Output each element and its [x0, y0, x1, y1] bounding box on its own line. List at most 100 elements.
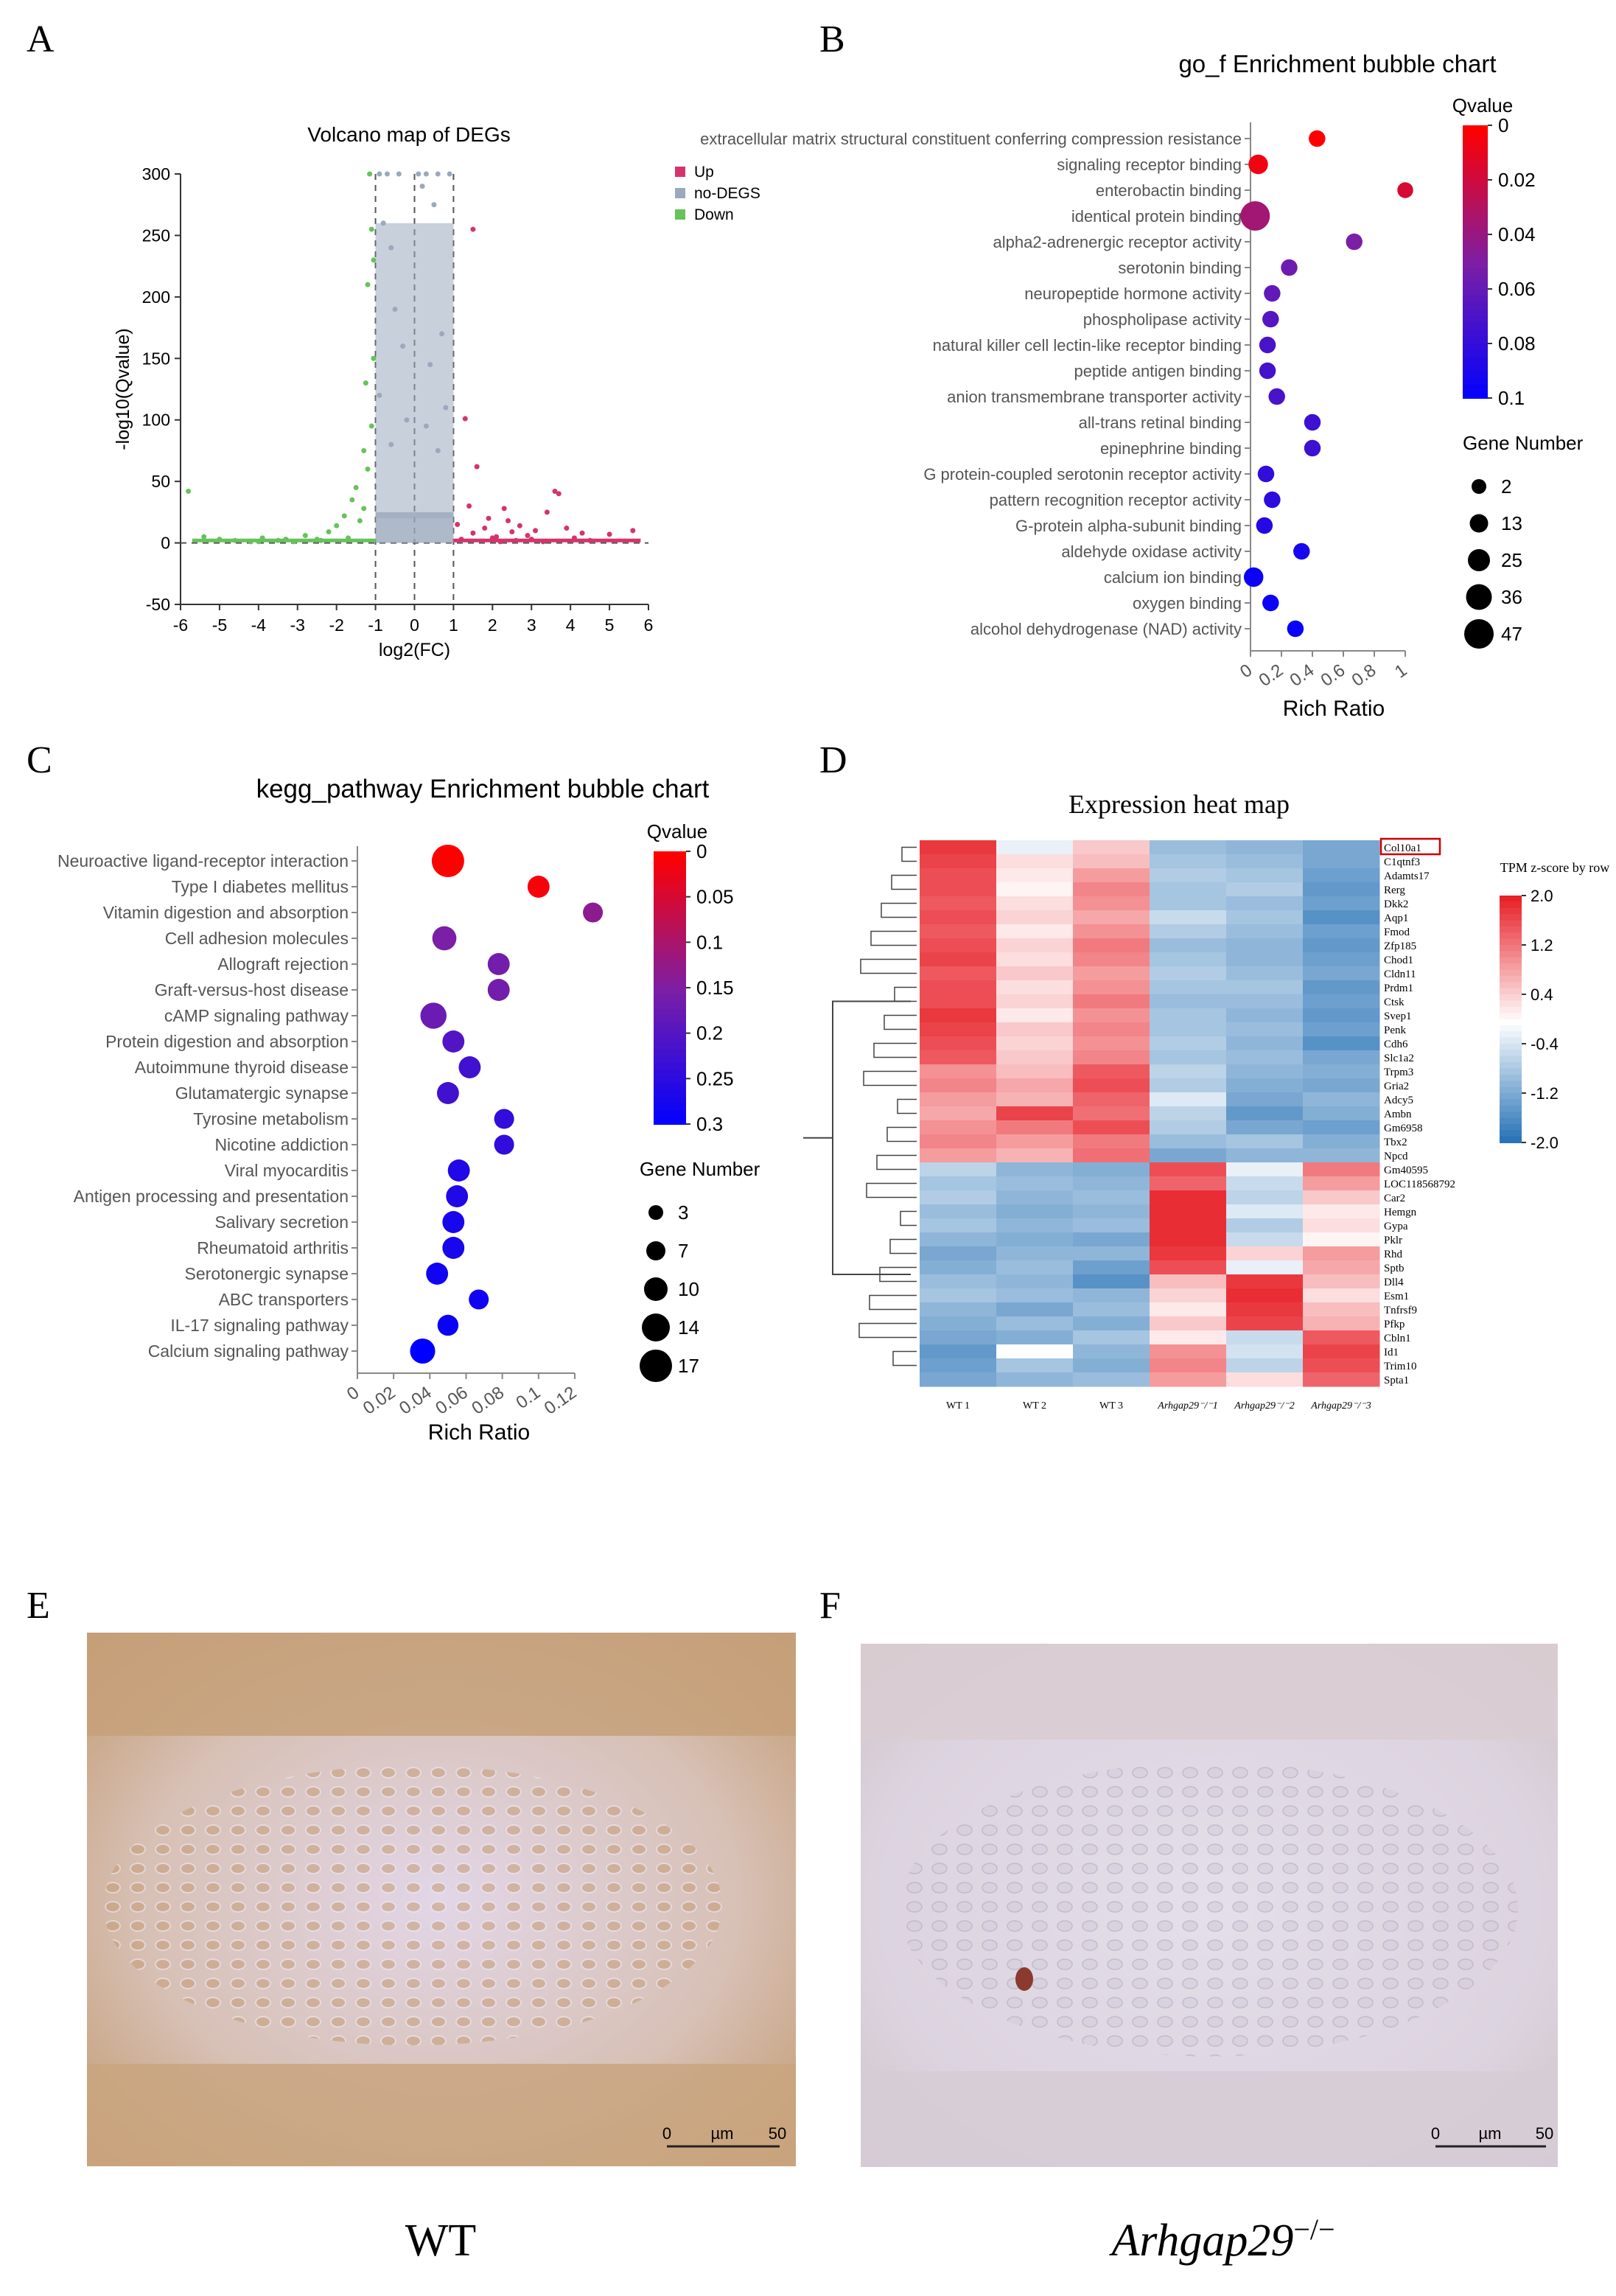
bubble: [487, 979, 510, 1001]
heatmap-cell: [1150, 1246, 1227, 1261]
colorbar-segment: [1463, 125, 1488, 133]
heatmap-cell: [1303, 1036, 1380, 1051]
heatmap-cell: [1226, 1064, 1304, 1079]
heatmap-cell: [996, 1050, 1074, 1065]
heatmap-cell: [996, 1288, 1074, 1303]
size-legend-bubble: [642, 1313, 670, 1341]
heatmap-cell: [996, 938, 1074, 953]
colorbar-segment: [654, 851, 686, 859]
colorbar-tick-label: 0.04: [1498, 223, 1536, 245]
dendrogram-leaf: [876, 1154, 917, 1170]
heatmap-cell: [1303, 1316, 1380, 1331]
heatmap-cell: [1303, 1372, 1380, 1387]
heatmap-cell: [1226, 868, 1304, 883]
colorbar-title: Qvalue: [1452, 94, 1513, 116]
bubble: [431, 845, 464, 877]
bubble: [494, 1134, 514, 1155]
colorbar-segment: [654, 1055, 686, 1064]
volcano-point-up: [462, 416, 468, 422]
size-legend-label: 7: [678, 1240, 688, 1262]
colorbar-title: Qvalue: [647, 820, 707, 842]
colorbar-segment: [1463, 234, 1488, 242]
row-label: Rhd: [1384, 1249, 1403, 1260]
colorbar-tick-label: 0.25: [696, 1067, 734, 1089]
heatmap-cell: [996, 1022, 1074, 1037]
heatmap-cell: [1226, 882, 1304, 897]
category-label: Vitamin digestion and absorption: [103, 903, 349, 922]
scale-bar-unit: µm: [1478, 2124, 1501, 2143]
bubble: [1256, 517, 1273, 534]
micrograph-ko: 0 µm 50: [861, 1644, 1558, 2167]
colorbar-segment: [1500, 1055, 1522, 1064]
row-label: Sptb: [1384, 1263, 1405, 1274]
heatmap-cell: [1073, 994, 1150, 1009]
volcano-point-no-degs: [435, 447, 441, 453]
volcano-point-up: [606, 531, 612, 537]
heatmap-cell: [996, 1246, 1074, 1261]
heatmap-cell: [1150, 1232, 1227, 1247]
caption-ko-gene: Arhgap29: [1108, 2216, 1293, 2266]
heatmap-cell: [1073, 868, 1150, 883]
column-label: Arhgap29⁻/⁻3: [1310, 1400, 1371, 1412]
colorbar-tick-label: 0.4: [1531, 985, 1553, 1004]
heatmap-cell: [1226, 1302, 1304, 1317]
heatmap-cell: [920, 980, 997, 995]
heatmap-cell: [1073, 840, 1150, 855]
heatmap-cell: [1073, 1274, 1150, 1289]
size-legend-title: Gene Number: [1463, 432, 1584, 454]
heatmap-cell: [996, 952, 1074, 967]
colorbar-tick-label: 0.02: [1498, 169, 1536, 191]
ko-perichondrium-bottom: [861, 2071, 1558, 2167]
heatmap-cell: [920, 1288, 997, 1303]
column-label: WT 1: [946, 1400, 970, 1412]
colorbar-segment: [1500, 1081, 1522, 1088]
x-tick-label: -1: [368, 615, 382, 635]
heatmap-cell: [1073, 1246, 1150, 1261]
heatmap-cell: [1226, 1274, 1304, 1289]
heatmap-cell: [996, 1316, 1074, 1331]
row-label: Pfkp: [1384, 1319, 1405, 1330]
category-label: enterobactin binding: [1096, 181, 1242, 200]
dendrogram-leaf: [892, 1350, 917, 1367]
heatmap-cell: [996, 1204, 1074, 1219]
volcano-point-no-degs: [396, 171, 402, 177]
volcano-point-no-degs: [416, 171, 422, 177]
heatmap-cell: [920, 1190, 997, 1205]
volcano-plot: Volcano map of DEGs300250200150100500-50…: [113, 123, 760, 660]
colorbar-segment: [1463, 289, 1488, 297]
heatmap-cell: [1073, 1288, 1150, 1303]
heatmap-cell: [1303, 952, 1380, 967]
heatmap-cell: [1303, 1022, 1380, 1037]
heatmap-cell: [920, 994, 997, 1009]
category-label: G-protein alpha-subunit binding: [1015, 517, 1242, 535]
heatmap-cell: [1226, 1218, 1304, 1233]
category-label: Glutamatergic synapse: [175, 1084, 349, 1103]
heatmap-cell: [996, 980, 1074, 995]
category-label: Cell adhesion molecules: [165, 929, 349, 948]
heatmap-cell: [920, 1106, 997, 1121]
heatmap-cell: [1303, 1148, 1380, 1163]
size-legend-bubble: [1466, 584, 1492, 610]
heatmap-cell: [1073, 1358, 1150, 1373]
x-tick-label: 2: [488, 615, 497, 635]
volcano-point-down: [201, 534, 207, 540]
x-tick-label: 0: [410, 615, 419, 635]
colorbar-segment: [654, 1035, 686, 1043]
heatmap-cell: [920, 854, 997, 869]
size-legend-bubble: [1468, 549, 1490, 571]
colorbar-segment: [1500, 1136, 1522, 1143]
colorbar-segment: [654, 940, 686, 948]
volcano-point-down: [367, 171, 373, 177]
bubble: [583, 902, 604, 923]
heatmap-cell: [1226, 1260, 1304, 1275]
heatmap-cell: [1073, 1232, 1150, 1247]
volcano-point-up: [525, 533, 531, 539]
colorbar-segment: [1463, 323, 1488, 331]
heatmap-cell: [920, 1344, 997, 1359]
ko-chondrocyte-zone: [899, 1762, 1518, 2056]
heatmap-cell: [996, 1078, 1074, 1093]
x-tick-label: 0.06: [432, 1383, 472, 1419]
heatmap-cell: [920, 1246, 997, 1261]
dendrogram-leaf: [873, 1042, 917, 1058]
colorbar-segment: [1500, 907, 1522, 915]
